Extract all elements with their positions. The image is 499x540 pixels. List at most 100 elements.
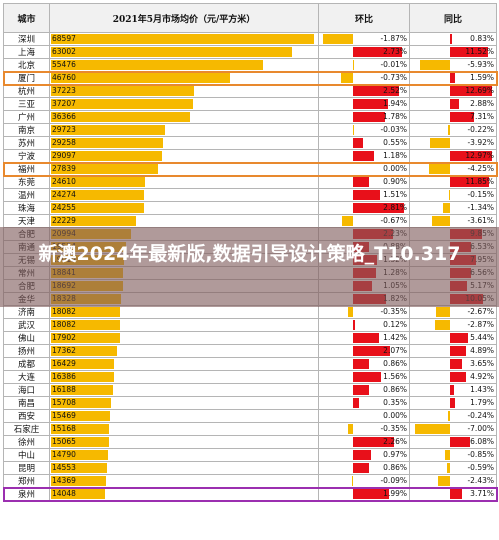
mom-cell: 2.81%: [318, 201, 410, 215]
city-cell: 南京: [3, 123, 50, 137]
price-bar: [51, 437, 109, 447]
price-bar: [51, 489, 105, 499]
city-cell: 苏州: [3, 136, 50, 150]
yoy-cell: -2.43%: [409, 474, 497, 488]
mom-bar: [342, 216, 354, 226]
city-cell: 温州: [3, 188, 50, 202]
table-row: 珠海 24255 2.81% -1.34%: [3, 201, 497, 215]
yoy-bar: [449, 86, 492, 96]
yoy-bar: [449, 346, 466, 356]
city-cell: 泉州: [3, 487, 50, 501]
yoy-cell: -4.25%: [409, 162, 497, 176]
yoy-cell: -2.67%: [409, 305, 497, 319]
city-cell: 南昌: [3, 396, 50, 410]
mom-cell: -0.35%: [318, 305, 410, 319]
city-cell: 佛山: [3, 331, 50, 345]
mom-cell: -0.01%: [318, 58, 410, 72]
price-bar: [51, 424, 110, 434]
yoy-bar: [445, 450, 450, 460]
price-bar: [51, 216, 137, 226]
price-value: 15168: [52, 424, 76, 433]
mom-cell: 2.73%: [318, 45, 410, 59]
mom-cell: -0.35%: [318, 422, 410, 436]
yoy-value: -4.25%: [467, 164, 494, 173]
price-cell: 29097: [49, 149, 319, 163]
price-bar: [51, 476, 107, 486]
city-cell: 海口: [3, 383, 50, 397]
price-cell: 14369: [49, 474, 319, 488]
mom-cell: 0.12%: [318, 318, 410, 332]
mom-value: 0.86%: [383, 463, 407, 472]
city-cell: 昆明: [3, 461, 50, 475]
mom-value: -0.73%: [380, 73, 407, 82]
mom-value: 1.99%: [383, 489, 407, 498]
table-row: 武汉 18082 0.12% -2.87%: [3, 318, 497, 332]
city-cell: 成都: [3, 357, 50, 371]
yoy-bar: [448, 411, 450, 421]
price-value: 18082: [52, 307, 76, 316]
mom-value: 2.81%: [383, 203, 407, 212]
mom-value: 2.07%: [383, 346, 407, 355]
city-cell: 大连: [3, 370, 50, 384]
yoy-cell: 1.59%: [409, 71, 497, 85]
price-value: 68597: [52, 34, 76, 43]
price-value: 24274: [52, 190, 76, 199]
price-bar: [51, 307, 121, 317]
table-row: 东莞 24610 0.90% 11.85%: [3, 175, 497, 189]
city-cell: 东莞: [3, 175, 50, 189]
yoy-value: -2.43%: [467, 476, 494, 485]
yoy-cell: 12.97%: [409, 149, 497, 163]
price-cell: 24255: [49, 201, 319, 215]
yoy-cell: -0.85%: [409, 448, 497, 462]
table-row: 泉州 14048 1.99% 3.71%: [3, 487, 497, 501]
yoy-value: -2.87%: [467, 320, 494, 329]
mom-bar: [353, 320, 356, 330]
city-cell: 天津: [3, 214, 50, 228]
price-bar: [51, 203, 144, 213]
table-row: 徐州 15065 2.26% 6.08%: [3, 435, 497, 449]
yoy-bar: [435, 320, 450, 330]
yoy-cell: 7.31%: [409, 110, 497, 124]
yoy-value: 1.43%: [470, 385, 494, 394]
mom-cell: 0.00%: [318, 162, 410, 176]
yoy-value: 2.88%: [470, 99, 494, 108]
table-row: 北京 55476 -0.01% -5.93%: [3, 58, 497, 72]
mom-bar: [353, 385, 369, 395]
price-cell: 68597: [49, 32, 319, 46]
mom-bar: [351, 476, 354, 486]
yoy-cell: -3.92%: [409, 136, 497, 150]
table-row: 上海 63002 2.73% 11.52%: [3, 45, 497, 59]
city-cell: 扬州: [3, 344, 50, 358]
mom-bar: [353, 346, 391, 356]
mom-bar: [353, 112, 386, 122]
yoy-value: -2.67%: [467, 307, 494, 316]
mom-bar: [353, 99, 389, 109]
price-cell: 15469: [49, 409, 319, 423]
price-cell: 29723: [49, 123, 319, 137]
mom-cell: 1.94%: [318, 97, 410, 111]
yoy-cell: 4.89%: [409, 344, 497, 358]
yoy-value: 1.59%: [470, 73, 494, 82]
price-bar: [51, 86, 194, 96]
mom-cell: -0.73%: [318, 71, 410, 85]
yoy-value: 1.79%: [470, 398, 494, 407]
mom-bar: [322, 34, 354, 44]
price-value: 15065: [52, 437, 76, 446]
mom-value: -0.01%: [380, 60, 407, 69]
mom-cell: 1.99%: [318, 487, 410, 501]
mom-value: 0.86%: [383, 359, 407, 368]
table-row: 郑州 14369 -0.09% -2.43%: [3, 474, 497, 488]
mom-value: 0.00%: [383, 164, 407, 173]
watermark-banner: 新澳2024年最新版,数据引导设计策略_T10.317: [0, 227, 499, 307]
mom-bar: [353, 437, 394, 447]
mom-value: -0.09%: [380, 476, 407, 485]
mom-value: -0.03%: [380, 125, 407, 134]
mom-value: 1.94%: [383, 99, 407, 108]
price-value: 36366: [52, 112, 76, 121]
city-cell: 三亚: [3, 97, 50, 111]
mom-cell: 0.55%: [318, 136, 410, 150]
city-cell: 徐州: [3, 435, 50, 449]
mom-bar: [353, 190, 381, 200]
yoy-cell: -1.34%: [409, 201, 497, 215]
yoy-bar: [448, 190, 450, 200]
